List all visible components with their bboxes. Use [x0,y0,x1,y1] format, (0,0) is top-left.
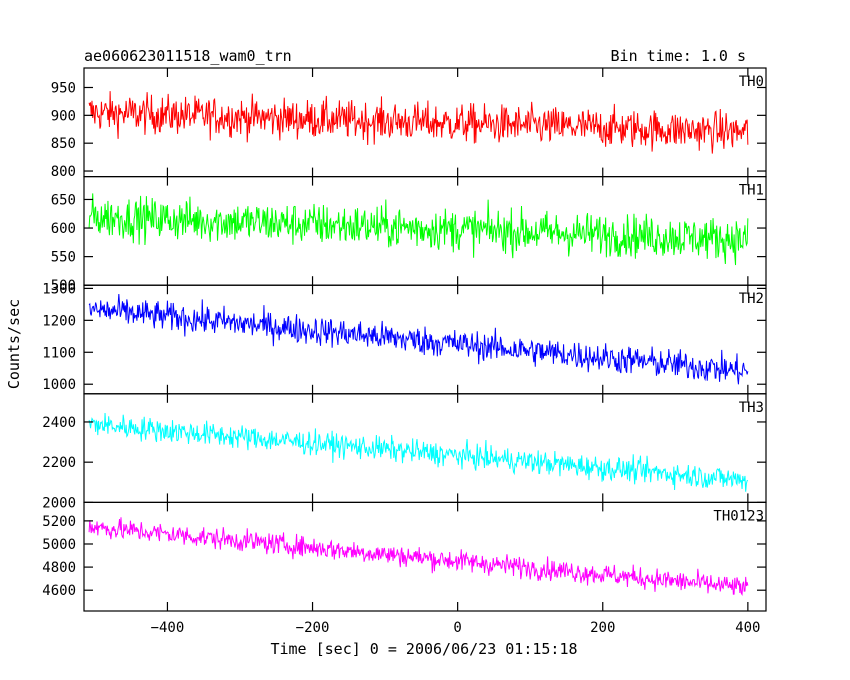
panel-th0123: 4600 4800 5000 5200 TH0123 [42,501,767,612]
panel-frame [83,67,767,178]
y-tick-label: 2400 [42,415,76,431]
panel-th2: 1000 1100 1200 1300 TH2 [42,281,767,395]
series-line-th2 [88,294,749,385]
y-tick-label: 650 [51,192,76,208]
x-tick-label: 0 [453,620,461,636]
x-tick-label: 200 [590,620,615,636]
y-tick-label: 5000 [42,537,76,553]
y-tick-label: 1200 [42,313,76,329]
x-tick-label: −200 [296,620,330,636]
y-tick-label: 1100 [42,345,76,361]
y-axis-label: Counts/sec [5,299,23,389]
y-tick-label: 2200 [42,455,76,471]
panels: 800 850 900 950 TH0 500 550 600 650 TH1 1000 1100 12… [42,67,767,636]
y-tick-label: 800 [51,164,76,180]
panel-th1: 500 550 600 650 TH1 [51,176,767,294]
y-tick-label: 500 [51,278,76,294]
series-line-th3 [88,413,749,492]
series-line-th0 [88,91,749,154]
y-tick-label: 900 [51,108,76,124]
y-tick-label: 550 [51,250,76,266]
y-tick-label: 1300 [42,281,76,297]
series-line-th0123 [88,517,749,597]
y-tick-label: 850 [51,136,76,152]
y-tick-label: 4800 [42,560,76,576]
x-axis-label: Time [sec] 0 = 2006/06/23 01:15:18 [270,640,577,658]
x-tick-label: 400 [735,620,760,636]
y-tick-label: 2000 [42,495,76,511]
y-tick-label: 5200 [42,514,76,530]
chart-subtitle: Bin time: 1.0 s [611,47,746,65]
series-label-th3: TH3 [739,400,764,416]
panel-th0: 800 850 900 950 TH0 [51,67,767,180]
series-label-th0123: TH0123 [713,508,764,524]
y-tick-label: 600 [51,221,76,237]
panel-th3: 2000 2200 2400 TH3 [42,393,767,511]
chart-title: ae060623011518_wam0_trn [84,47,292,65]
panel-frame [83,501,767,612]
y-tick-label: 950 [51,80,76,96]
y-tick-label: 4600 [42,583,76,599]
series-label-th1: TH1 [739,183,764,199]
series-line-th1 [88,193,749,266]
series-label-th0: TH0 [739,74,764,90]
y-tick-label: 1000 [42,377,76,393]
series-label-th2: TH2 [739,291,764,307]
x-tick-label: −400 [151,620,185,636]
